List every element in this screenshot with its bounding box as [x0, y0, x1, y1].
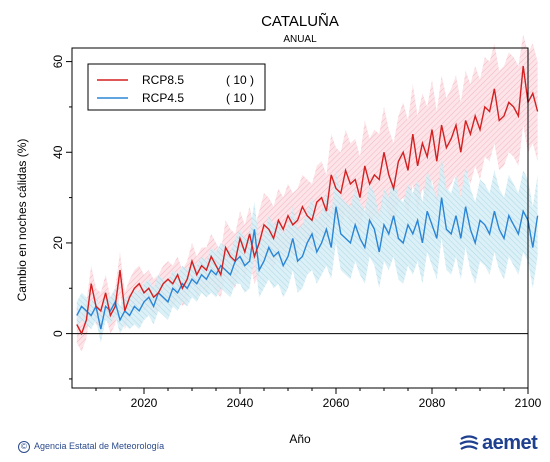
- legend-count-rcp45: ( 10 ): [226, 91, 254, 105]
- legend-label-rcp45: RCP4.5: [142, 91, 184, 105]
- legend-box: [87, 63, 266, 111]
- agency-name: Agencia Estatal de Meteorología: [34, 441, 165, 451]
- x-tick-label: 2020: [131, 396, 158, 410]
- copyright-icon: ©: [18, 441, 30, 453]
- x-axis-label: Año: [289, 432, 311, 446]
- x-tick-label: 2100: [515, 396, 542, 410]
- x-tick-label: 2060: [323, 396, 350, 410]
- y-tick-label: 40: [51, 145, 65, 159]
- legend-count-rcp85: ( 10 ): [226, 73, 254, 87]
- y-tick-label: 60: [51, 55, 65, 69]
- chart-subtitle: ANUAL: [283, 34, 317, 45]
- y-tick-label: 20: [51, 236, 65, 250]
- y-tick-label: 0: [51, 330, 65, 337]
- uncertainty-band-rcp45: [76, 156, 538, 343]
- plot-frame: [71, 47, 529, 389]
- legend: RCP8.5 ( 10 ) RCP4.5 ( 10 ): [87, 63, 266, 111]
- footer-credit: © Agencia Estatal de Meteorología: [18, 441, 164, 453]
- x-tick-label: 2080: [419, 396, 446, 410]
- plot-area: [71, 34, 539, 389]
- y-axis-label: Cambio en noches cálidas (%): [15, 139, 29, 302]
- series-line-rcp45: [76, 197, 539, 330]
- aemet-logo: aemet: [458, 432, 548, 456]
- aemet-logo-text: aemet: [482, 432, 538, 454]
- x-axis: 2020 2040 2060 2080 2100: [95, 388, 542, 410]
- chart-title: CATALUÑA: [261, 13, 339, 30]
- y-axis: 0 20 40 60: [51, 55, 72, 380]
- aemet-swirl-icon: [459, 435, 479, 450]
- series-line-rcp85: [76, 66, 539, 336]
- x-tick-label: 2040: [227, 396, 254, 410]
- legend-label-rcp85: RCP8.5: [142, 73, 184, 87]
